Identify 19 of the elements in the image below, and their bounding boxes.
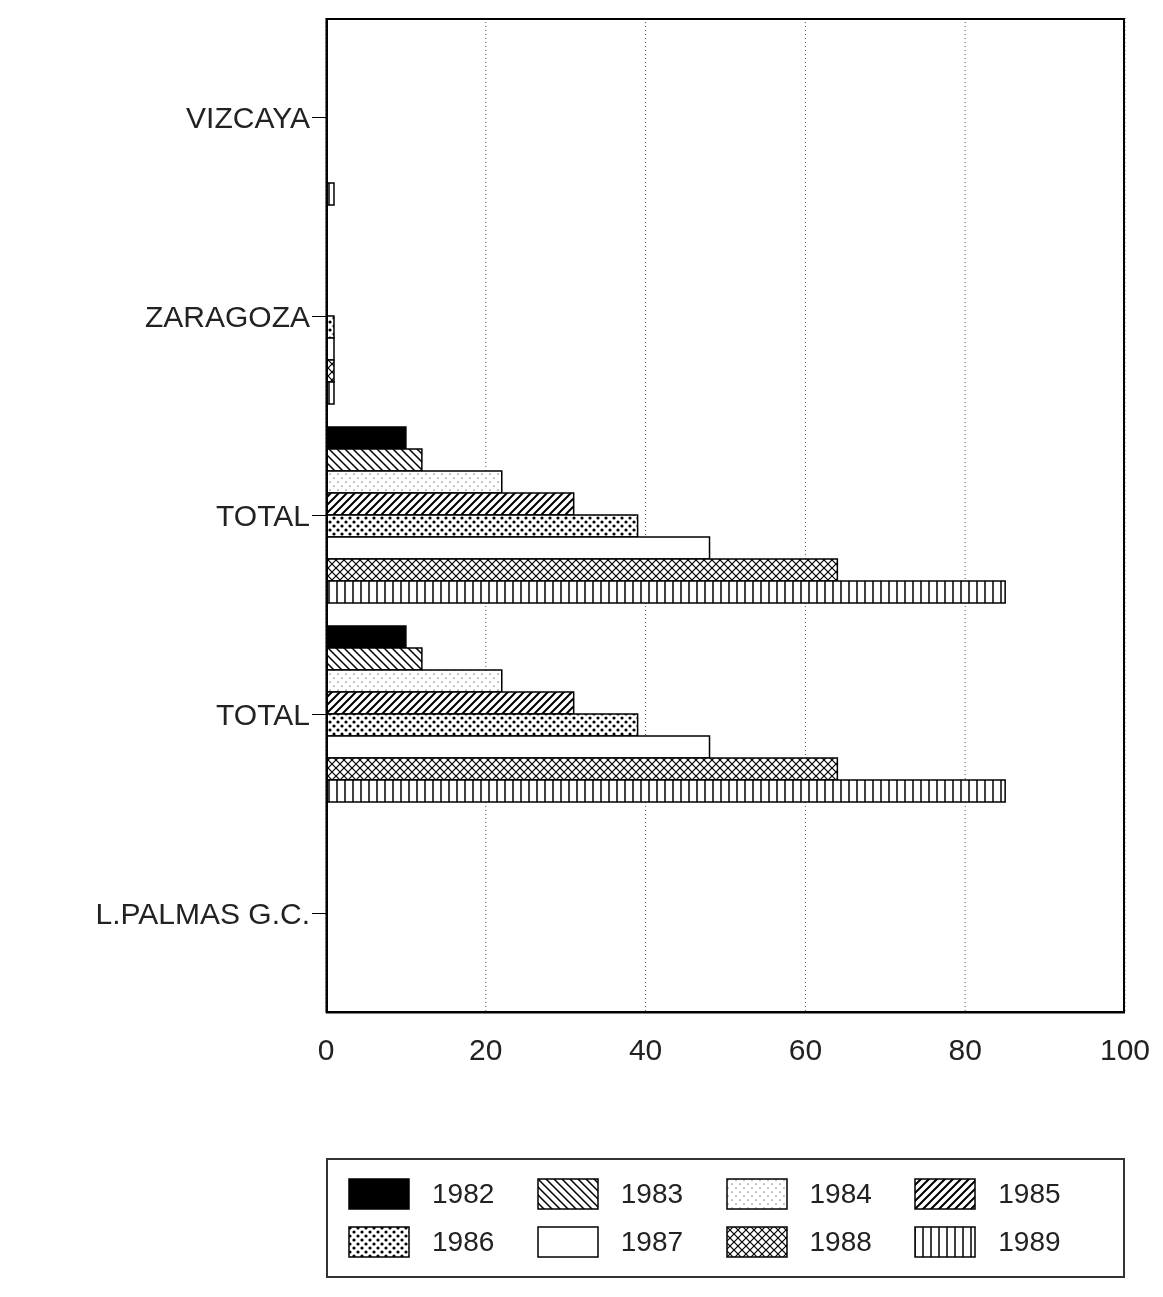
x-tick-label: 40 <box>628 1033 663 1067</box>
legend-label: 1984 <box>809 1178 872 1210</box>
y-tick-label: TOTAL <box>216 499 310 533</box>
legend-label: 1982 <box>432 1178 495 1210</box>
legend-label: 1983 <box>620 1178 684 1210</box>
y-tick-label: L.PALMAS G.C. <box>95 897 310 931</box>
legend-label: 1987 <box>620 1226 684 1258</box>
legend-label: 1988 <box>809 1226 872 1258</box>
legend-label: 1989 <box>998 1226 1061 1258</box>
legend-label: 1985 <box>998 1178 1061 1210</box>
x-tick-label: 20 <box>469 1033 503 1067</box>
x-tick-label: 80 <box>948 1033 982 1067</box>
y-tick-label: TOTAL <box>216 698 310 732</box>
x-tick-label: 100 <box>1099 1033 1151 1067</box>
y-tick-label: VIZCAYA <box>186 101 310 135</box>
y-tick-label: ZARAGOZA <box>144 300 310 334</box>
x-tick-label: 60 <box>788 1033 823 1067</box>
x-tick-label: 0 <box>317 1033 335 1067</box>
legend-label: 1986 <box>432 1226 495 1258</box>
